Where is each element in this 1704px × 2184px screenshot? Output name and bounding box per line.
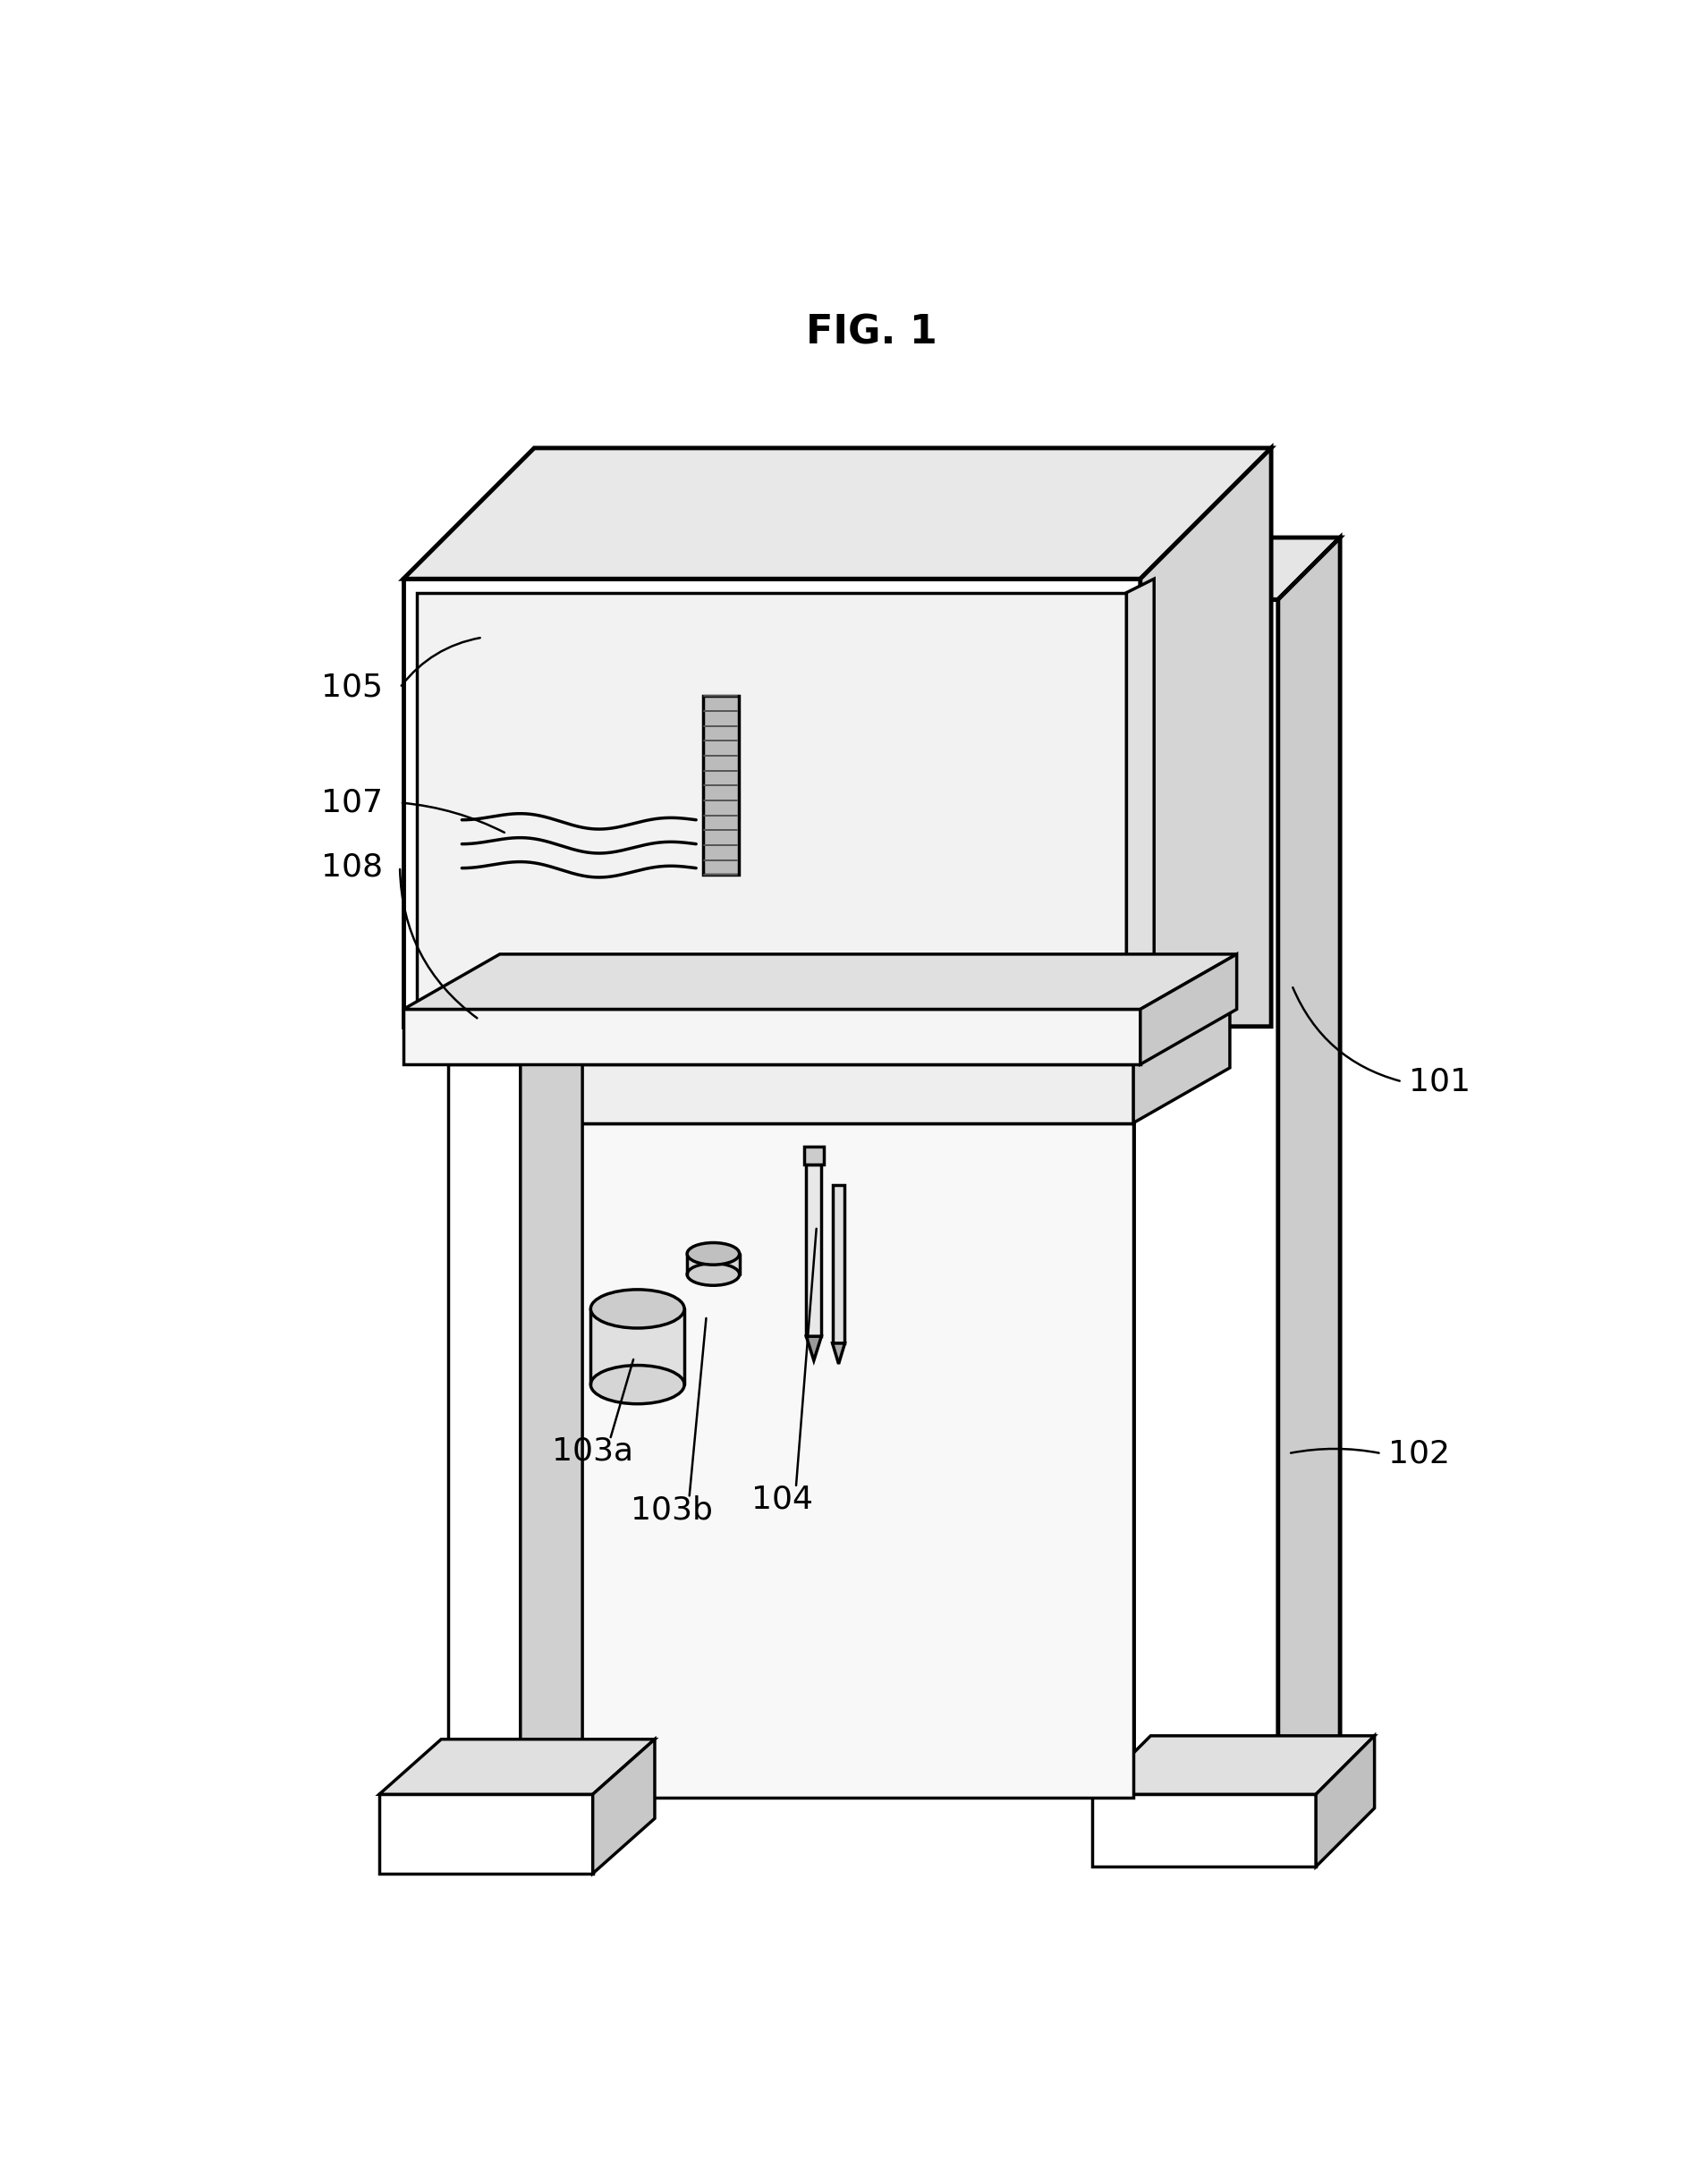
Polygon shape — [404, 1009, 1140, 1064]
Text: 108: 108 — [320, 852, 382, 882]
Polygon shape — [448, 1064, 520, 1795]
FancyArrowPatch shape — [1292, 987, 1399, 1081]
FancyArrowPatch shape — [400, 638, 481, 686]
Polygon shape — [1092, 1736, 1373, 1795]
FancyArrowPatch shape — [400, 869, 477, 1018]
Text: 101: 101 — [1408, 1066, 1471, 1096]
Polygon shape — [404, 448, 1271, 579]
Polygon shape — [1278, 537, 1339, 1819]
Polygon shape — [832, 1343, 845, 1365]
Text: FIG. 1: FIG. 1 — [806, 314, 937, 352]
Ellipse shape — [590, 1289, 683, 1328]
Ellipse shape — [687, 1243, 740, 1265]
Ellipse shape — [590, 1365, 683, 1404]
Polygon shape — [1140, 954, 1235, 1064]
Text: 104: 104 — [751, 1485, 813, 1516]
Ellipse shape — [687, 1262, 740, 1286]
Polygon shape — [806, 1164, 821, 1337]
Text: 107: 107 — [320, 788, 382, 817]
FancyArrowPatch shape — [1290, 1448, 1379, 1452]
Polygon shape — [417, 592, 1126, 1013]
Polygon shape — [520, 1123, 1133, 1797]
Polygon shape — [520, 1009, 583, 1795]
Polygon shape — [1140, 448, 1271, 1026]
Polygon shape — [404, 954, 1235, 1009]
Polygon shape — [590, 1308, 683, 1385]
Polygon shape — [1133, 1009, 1229, 1123]
Polygon shape — [702, 697, 738, 876]
Polygon shape — [452, 1009, 1229, 1064]
Polygon shape — [378, 1795, 593, 1874]
FancyArrowPatch shape — [402, 804, 504, 832]
Text: 103b: 103b — [630, 1494, 712, 1524]
Polygon shape — [404, 579, 1140, 1026]
Polygon shape — [1126, 579, 1154, 1026]
Polygon shape — [593, 1738, 654, 1874]
Polygon shape — [452, 1064, 1133, 1123]
Polygon shape — [1315, 1736, 1373, 1867]
Polygon shape — [806, 1337, 821, 1361]
Text: 105: 105 — [320, 673, 382, 703]
Polygon shape — [448, 1009, 583, 1064]
Text: 103a: 103a — [552, 1437, 634, 1468]
Text: 102: 102 — [1387, 1439, 1448, 1468]
Polygon shape — [378, 1738, 654, 1795]
Polygon shape — [804, 1147, 823, 1164]
Polygon shape — [1133, 601, 1278, 1819]
Polygon shape — [832, 1186, 845, 1343]
Polygon shape — [1133, 537, 1339, 601]
Polygon shape — [1092, 1795, 1315, 1867]
Polygon shape — [687, 1254, 740, 1275]
